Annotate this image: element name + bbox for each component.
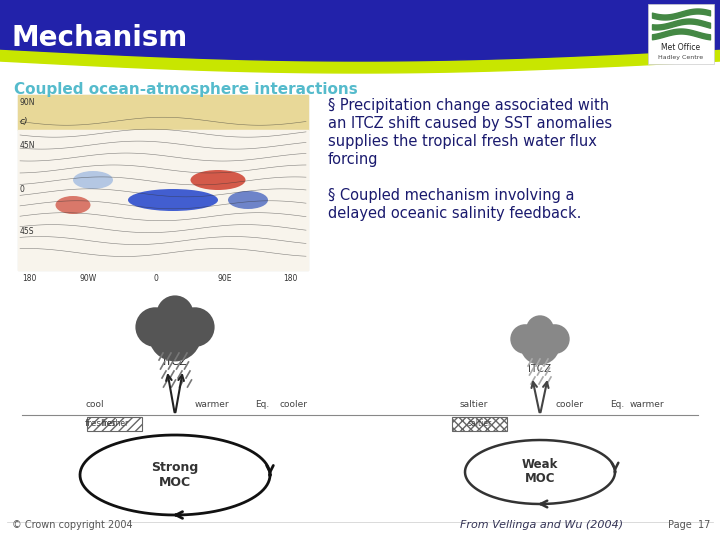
Ellipse shape (55, 196, 91, 214)
Text: Eq.: Eq. (610, 400, 624, 409)
Circle shape (510, 324, 540, 354)
FancyBboxPatch shape (452, 417, 507, 431)
Text: MOC: MOC (525, 471, 555, 484)
Text: cooler: cooler (280, 400, 308, 409)
Text: MOC: MOC (159, 476, 191, 489)
Ellipse shape (191, 170, 246, 190)
Text: saltier: saltier (460, 400, 488, 409)
Text: § Precipitation change associated with: § Precipitation change associated with (328, 98, 609, 113)
Text: warmer: warmer (630, 400, 665, 409)
Text: Page  17: Page 17 (667, 520, 710, 530)
Text: 45N: 45N (20, 141, 35, 150)
Text: © Crown copyright 2004: © Crown copyright 2004 (12, 520, 132, 530)
Text: delayed oceanic salinity feedback.: delayed oceanic salinity feedback. (328, 206, 581, 221)
Text: fresher: fresher (85, 419, 117, 428)
Text: ITCZ: ITCZ (163, 357, 187, 367)
Text: an ITCZ shift caused by SST anomalies: an ITCZ shift caused by SST anomalies (328, 116, 612, 131)
Text: 180: 180 (22, 274, 37, 283)
Text: Mechanism: Mechanism (12, 24, 188, 52)
Circle shape (148, 308, 202, 361)
Text: 90W: 90W (80, 274, 97, 283)
Text: Weak: Weak (522, 458, 558, 471)
Text: Met Office: Met Office (662, 44, 701, 52)
Text: ITCZ: ITCZ (528, 364, 552, 374)
Text: From Vellinga and Wu (2004): From Vellinga and Wu (2004) (460, 520, 623, 530)
FancyBboxPatch shape (648, 4, 714, 64)
Text: Strong: Strong (151, 462, 199, 475)
Text: cool: cool (85, 400, 104, 409)
Circle shape (135, 307, 175, 347)
Ellipse shape (128, 189, 218, 211)
Circle shape (540, 324, 570, 354)
Ellipse shape (73, 171, 113, 189)
Text: 0: 0 (153, 274, 158, 283)
Text: forcing: forcing (328, 152, 379, 167)
Text: Coupled ocean-atmosphere interactions: Coupled ocean-atmosphere interactions (14, 82, 358, 97)
Ellipse shape (228, 191, 268, 209)
Text: supplies the tropical fresh water flux: supplies the tropical fresh water flux (328, 134, 597, 149)
Text: 180: 180 (283, 274, 297, 283)
Text: § Coupled mechanism involving a: § Coupled mechanism involving a (328, 188, 575, 203)
Text: 90E: 90E (218, 274, 233, 283)
Text: warmer: warmer (195, 400, 230, 409)
Circle shape (521, 325, 560, 365)
FancyBboxPatch shape (87, 417, 142, 431)
Circle shape (526, 315, 554, 343)
Text: 90N: 90N (20, 98, 35, 107)
Text: 45S: 45S (20, 227, 35, 236)
Text: 0: 0 (20, 185, 25, 194)
FancyBboxPatch shape (18, 95, 308, 270)
Circle shape (175, 307, 215, 347)
Text: Eq.: Eq. (255, 400, 269, 409)
Text: c): c) (20, 117, 29, 126)
Text: cooler: cooler (555, 400, 583, 409)
Text: fresher: fresher (102, 420, 129, 429)
Circle shape (156, 295, 194, 332)
Text: saltier: saltier (468, 420, 492, 429)
Text: Hadley Centre: Hadley Centre (658, 55, 703, 59)
